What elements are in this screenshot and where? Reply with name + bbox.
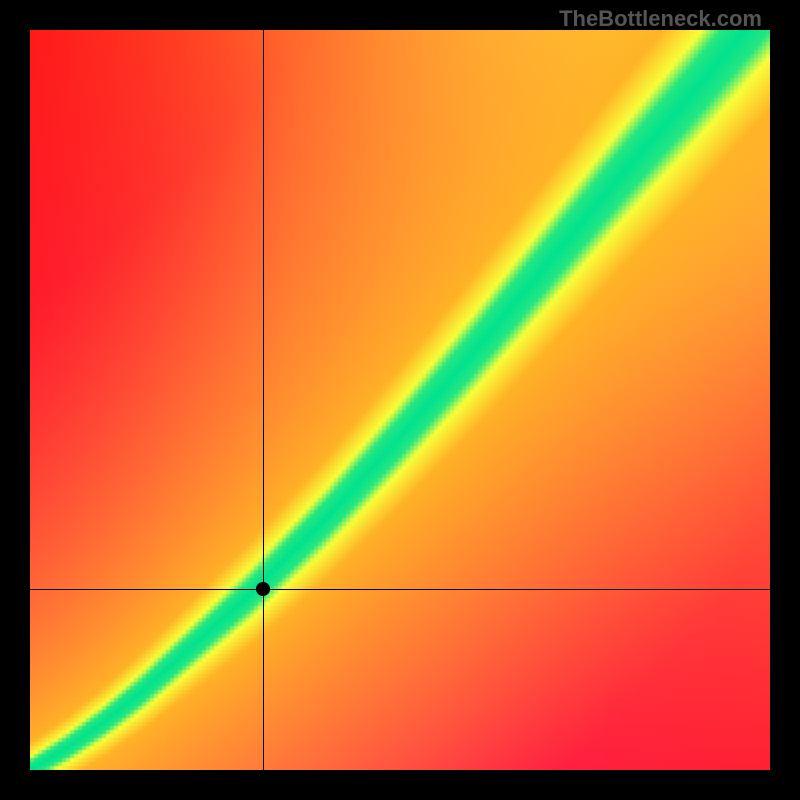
crosshair-horizontal (30, 589, 770, 590)
heatmap-plot (30, 30, 770, 770)
plot-frame (30, 30, 770, 770)
intersection-marker (256, 582, 270, 596)
crosshair-vertical (263, 30, 264, 770)
heatmap-canvas (30, 30, 770, 770)
watermark-text: TheBottleneck.com (559, 6, 762, 32)
